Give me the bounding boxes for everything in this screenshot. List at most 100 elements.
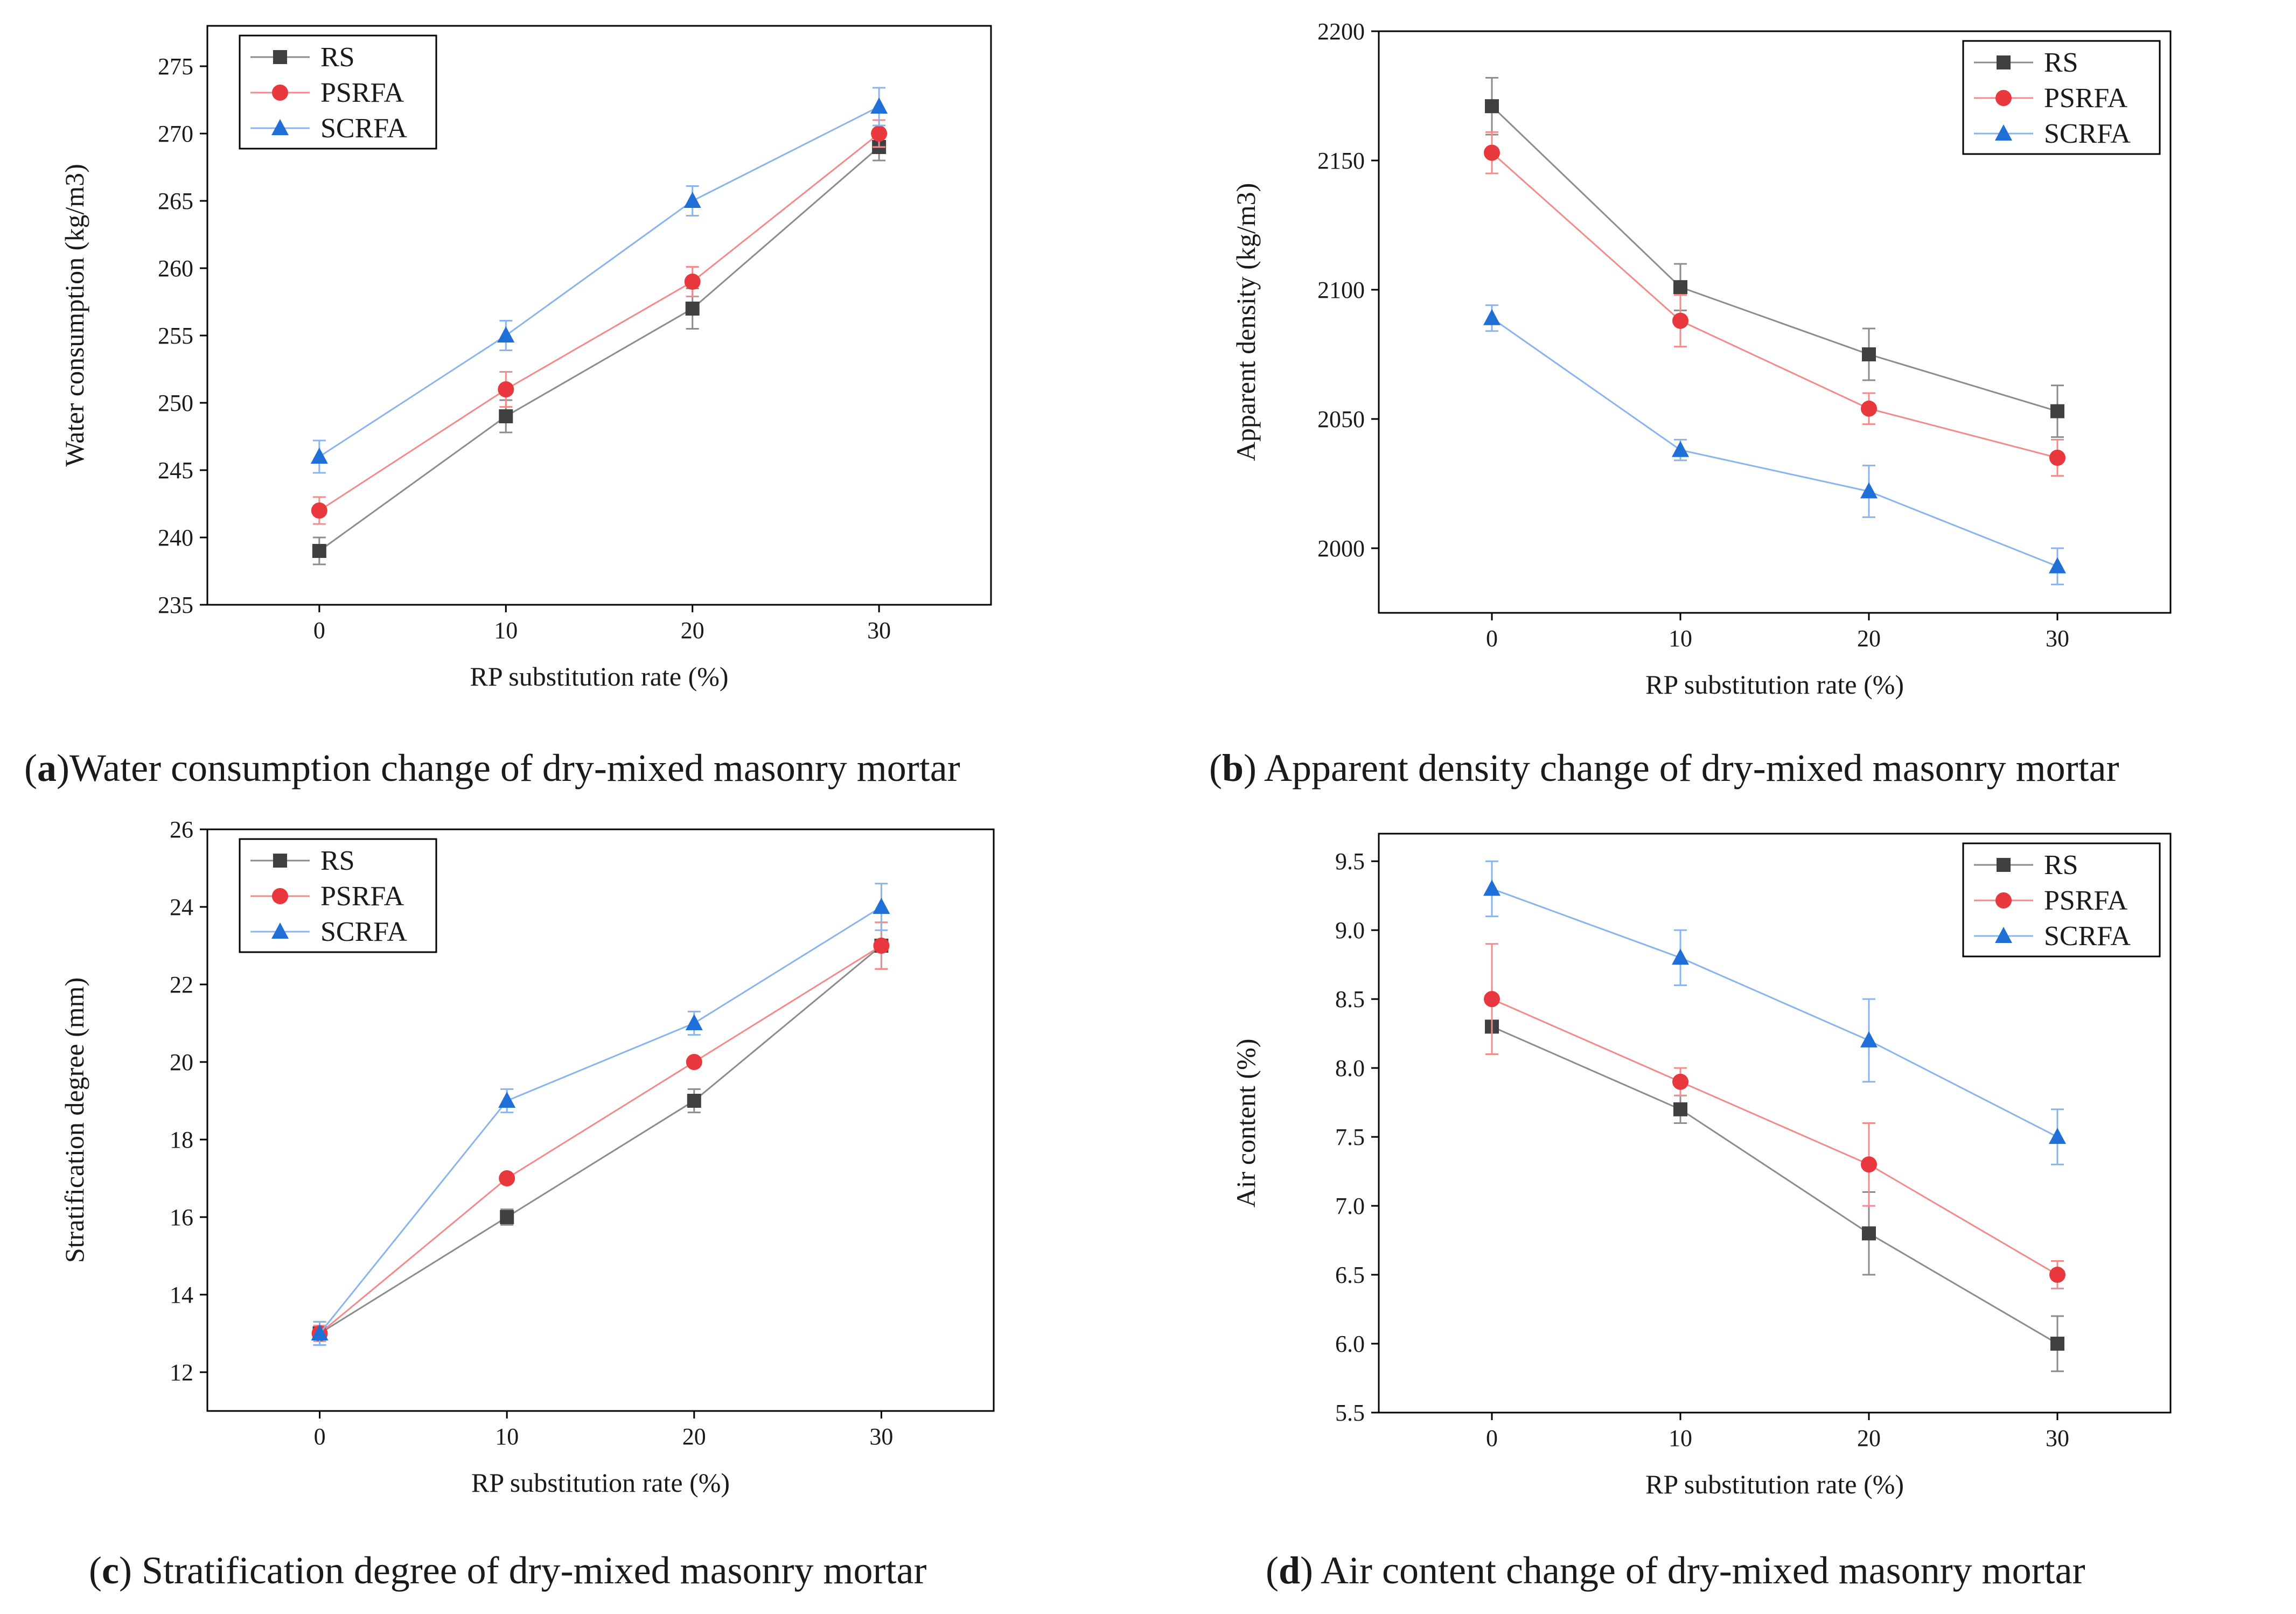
legend-marker-scrfa xyxy=(271,923,289,939)
series-line xyxy=(319,945,882,1334)
y-tick-label: 275 xyxy=(158,53,193,80)
data-point-psrfa xyxy=(2049,1267,2065,1283)
legend-marker-psrfa xyxy=(272,888,288,904)
data-point-rs xyxy=(685,302,700,316)
y-tick-label: 2150 xyxy=(1317,148,1365,174)
plot-frame xyxy=(1378,833,2172,1414)
data-point-scrfa xyxy=(870,97,888,114)
data-point-scrfa xyxy=(1860,482,1878,499)
y-tick-label: 20 xyxy=(170,1049,193,1075)
y-tick-label: 6.5 xyxy=(1335,1262,1365,1288)
chart-a-svg: 235 240 245 250 255 260 265 270 275 0 10 20 30 RP sub… xyxy=(59,25,992,691)
data-point-psrfa xyxy=(1672,312,1688,329)
legend: RS PSRFA SCRFA xyxy=(239,838,437,953)
series-psrfa xyxy=(1484,943,2065,1290)
y-tick-label: 2200 xyxy=(1317,18,1365,45)
data-point-psrfa xyxy=(1861,1156,1877,1173)
data-point-psrfa xyxy=(684,274,701,290)
data-point-rs xyxy=(500,1210,514,1224)
legend-label-scrfa: SCRFA xyxy=(2044,921,2131,952)
data-point-rs xyxy=(1862,347,1876,361)
series-scrfa xyxy=(1483,860,2066,1165)
y-tick-label: 235 xyxy=(158,592,193,618)
legend-label-rs: RS xyxy=(2044,47,2078,78)
legend-label-rs: RS xyxy=(320,846,355,876)
y-tick-label: 245 xyxy=(158,457,193,484)
chart-d-svg: 5.5 6.0 6.5 7.0 7.5 8.0 8.5 9.0 9.5 0 10 20 30 RP sub… xyxy=(1231,833,2172,1499)
y-tick-label: 265 xyxy=(158,188,193,214)
chart-panel-a: 235 240 245 250 255 260 265 270 275 0 10 20 30 RP sub… xyxy=(0,0,1147,716)
series-line xyxy=(319,106,880,458)
series-line xyxy=(319,132,880,512)
data-point-rs xyxy=(2050,404,2064,418)
data-point-scrfa xyxy=(311,1324,329,1340)
series-line xyxy=(1491,317,2058,567)
x-tick-label: 10 xyxy=(1669,625,1692,652)
x-axis-label: RP substitution rate (%) xyxy=(1645,669,1904,700)
x-tick-label: 20 xyxy=(1857,1425,1881,1451)
data-point-rs xyxy=(1485,99,1499,114)
legend-label-scrfa: SCRFA xyxy=(320,113,407,144)
y-tick-label: 5.5 xyxy=(1335,1400,1365,1426)
x-tick-label: 0 xyxy=(1486,625,1498,652)
series-line xyxy=(1491,152,2058,459)
data-point-scrfa xyxy=(873,898,890,914)
data-point-rs xyxy=(499,409,513,423)
data-point-scrfa xyxy=(1672,441,1689,457)
data-point-psrfa xyxy=(1861,400,1877,417)
data-point-psrfa xyxy=(873,938,890,954)
y-tick-label: 240 xyxy=(158,525,193,551)
y-axis-label: Stratification degree (mm) xyxy=(59,977,89,1263)
x-tick-label: 30 xyxy=(2046,1425,2069,1451)
caption-c: (c) Stratification degree of dry-mixed m… xyxy=(89,1549,927,1592)
x-tick-label: 0 xyxy=(314,1423,326,1450)
y-axis-label: Water consumption (kg/m3) xyxy=(59,164,89,467)
data-point-scrfa xyxy=(2049,557,2066,574)
legend-marker-scrfa xyxy=(271,119,289,135)
caption-d: (d) Air content change of dry-mixed maso… xyxy=(1266,1549,2085,1592)
y-tick-label: 7.5 xyxy=(1335,1124,1365,1150)
data-point-rs xyxy=(2050,1337,2064,1351)
data-point-scrfa xyxy=(497,326,515,343)
series-psrfa xyxy=(311,119,888,525)
data-point-rs xyxy=(1862,1226,1876,1241)
data-point-psrfa xyxy=(1484,991,1500,1008)
data-point-rs xyxy=(1673,1102,1687,1116)
x-tick-label: 20 xyxy=(682,1423,706,1450)
x-tick-label: 0 xyxy=(1486,1425,1498,1451)
series-line xyxy=(319,906,882,1334)
caption-d-letter: d xyxy=(1278,1549,1301,1592)
data-point-psrfa xyxy=(499,1170,515,1186)
caption-a-letter: a xyxy=(37,746,57,789)
y-tick-label: 9.0 xyxy=(1335,917,1365,944)
legend: RS PSRFA SCRFA xyxy=(1962,842,2161,958)
data-point-psrfa xyxy=(2049,450,2065,466)
series-line xyxy=(1491,106,2058,413)
plot-frame xyxy=(206,25,992,606)
data-point-rs xyxy=(1673,280,1687,295)
y-tick-label: 7.0 xyxy=(1335,1193,1365,1219)
plot-frame xyxy=(1378,30,2172,614)
data-point-scrfa xyxy=(685,1014,703,1030)
series-line xyxy=(1491,1025,2058,1345)
legend: RS PSRFA SCRFA xyxy=(239,34,437,150)
x-tick-label: 20 xyxy=(1857,625,1881,652)
data-point-psrfa xyxy=(1484,144,1500,161)
data-point-psrfa xyxy=(498,381,514,397)
y-tick-label: 250 xyxy=(158,390,193,416)
chart-panel-c: 12 14 16 18 20 22 24 26 0 10 20 30 RP substitution r… xyxy=(0,802,1147,1519)
legend-marker-rs xyxy=(1997,858,2011,872)
plot-frame xyxy=(206,828,995,1412)
series-line xyxy=(318,146,880,552)
y-tick-label: 270 xyxy=(158,121,193,147)
y-tick-label: 6.0 xyxy=(1335,1331,1365,1357)
data-point-scrfa xyxy=(1483,879,1501,896)
caption-c-text: Stratification degree of dry-mixed mason… xyxy=(131,1549,927,1592)
legend-label-psrfa: PSRFA xyxy=(320,881,404,912)
legend-label-psrfa: PSRFA xyxy=(2044,83,2128,114)
x-tick-label: 10 xyxy=(494,617,518,644)
y-axis-label: Apparent density (kg/m3) xyxy=(1231,183,1261,462)
data-point-scrfa xyxy=(1483,309,1501,325)
legend-marker-scrfa xyxy=(1995,124,2012,141)
data-point-psrfa xyxy=(311,502,327,519)
